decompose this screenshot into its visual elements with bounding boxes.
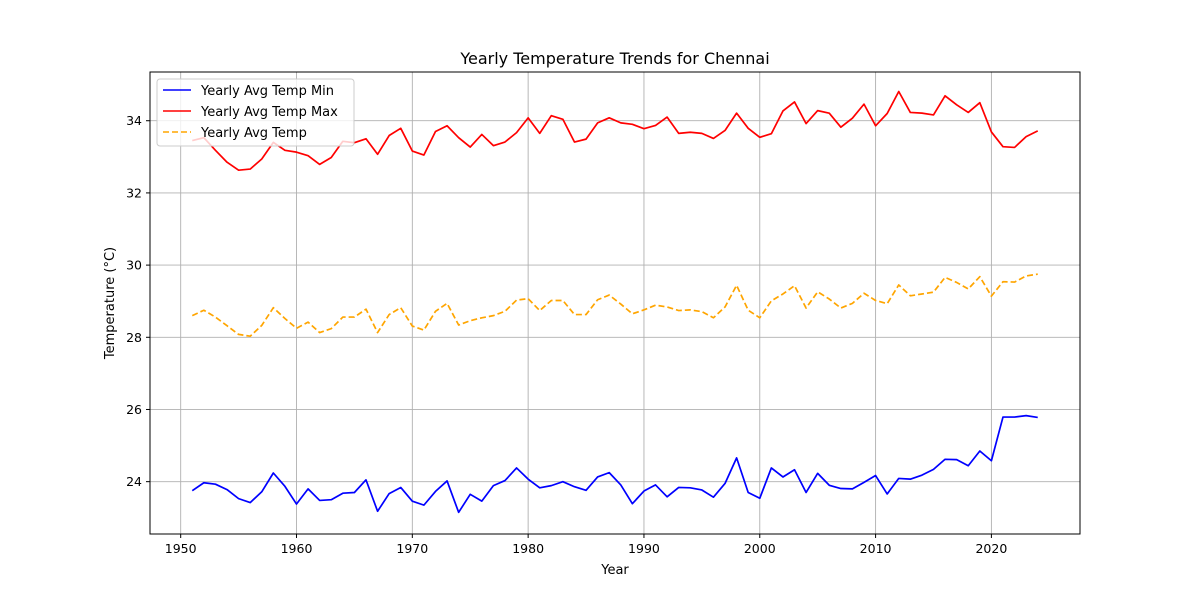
y-tick-label: 26 [126,402,142,417]
legend-label-max: Yearly Avg Temp Max [200,105,338,120]
chart-title: Yearly Temperature Trends for Chennai [459,49,769,68]
series-lines [191,90,1039,514]
x-tick-label: 1960 [281,541,313,556]
series-line-max [192,90,1039,172]
y-axis-label: Temperature (°C) [103,247,118,360]
plot-area [150,72,1080,534]
x-tick-label: 1990 [628,541,660,556]
x-axis-label: Year [600,563,629,578]
y-tick-label: 34 [126,113,142,128]
legend: Yearly Avg Temp Min Yearly Avg Temp Max … [156,78,355,147]
x-tick-label: 1950 [165,541,197,556]
plot-frame [149,71,1081,535]
series-line-avg [191,273,1038,338]
legend-label-min: Yearly Avg Temp Min [200,84,334,99]
x-tick-label: 1980 [512,541,544,556]
grid [150,72,1080,534]
x-tick-label: 1970 [396,541,428,556]
legend-box [156,78,355,147]
x-tick-label: 2010 [860,541,892,556]
y-tick-label: 24 [126,474,142,489]
x-tick-label: 2020 [975,541,1007,556]
y-tick-label: 28 [126,330,142,345]
y-tick-label: 32 [126,185,142,200]
axis-ticks: 1950 1960 1970 1980 1990 2000 2010 2020 24 26 28 30… [126,113,1007,556]
x-tick-label: 2000 [744,541,776,556]
legend-label-avg: Yearly Avg Temp [200,126,307,141]
y-tick-label: 30 [126,258,142,273]
series-line-min [191,414,1038,514]
